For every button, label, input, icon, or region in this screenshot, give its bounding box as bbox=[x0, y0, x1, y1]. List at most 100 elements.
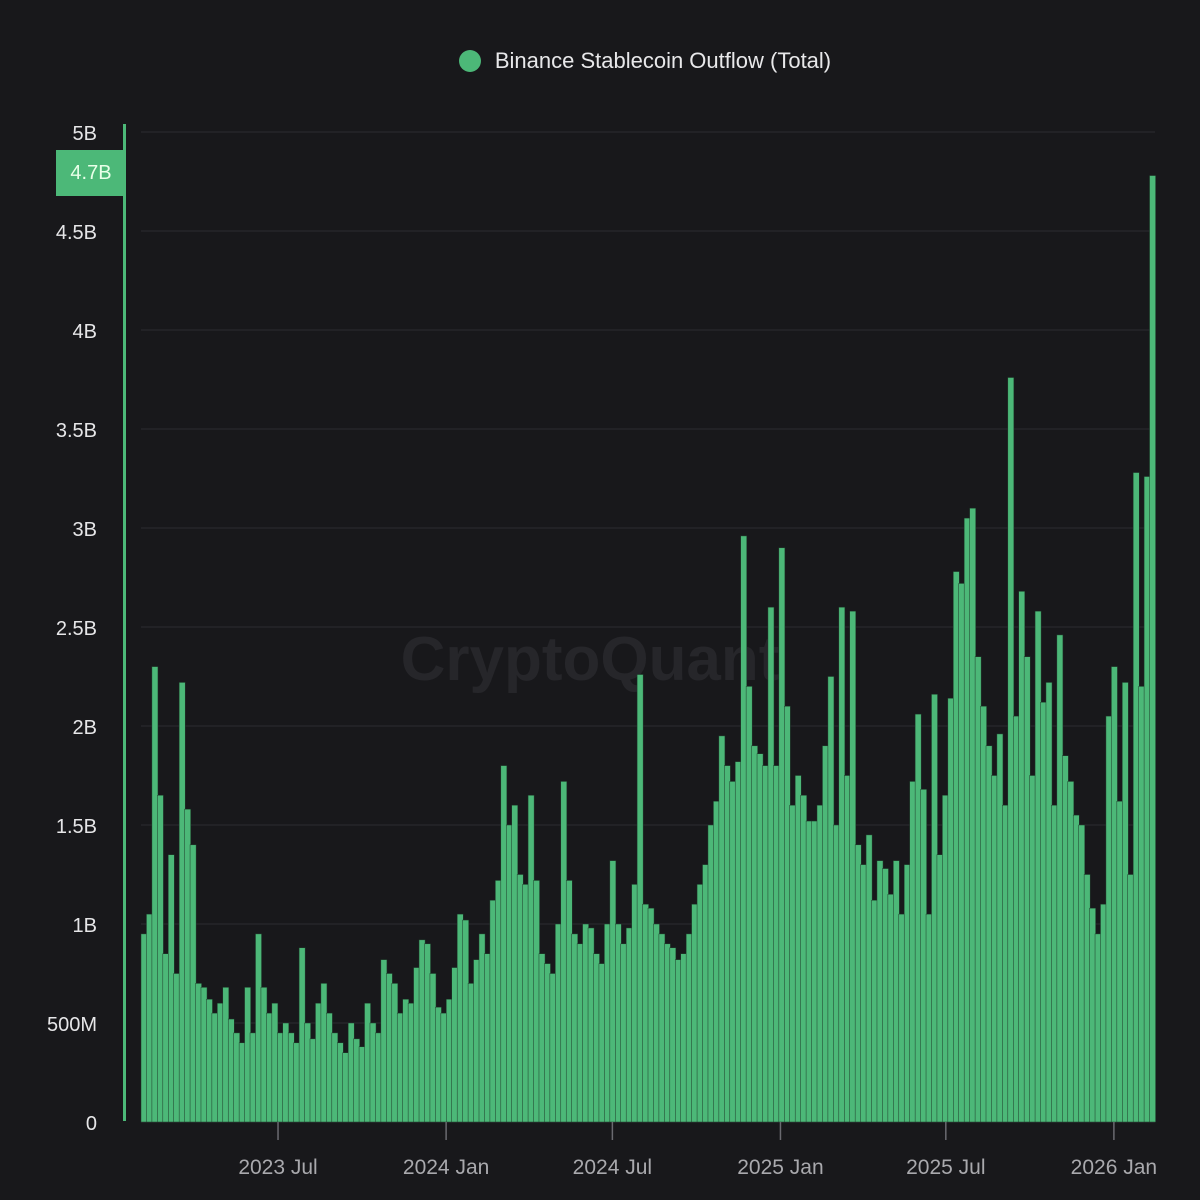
bar bbox=[887, 894, 895, 1123]
bar bbox=[555, 923, 562, 1123]
bar bbox=[1002, 804, 1009, 1123]
bar bbox=[473, 959, 480, 1123]
bar bbox=[451, 967, 459, 1123]
bar bbox=[756, 753, 764, 1123]
bar bbox=[598, 963, 606, 1123]
bar bbox=[162, 953, 170, 1123]
bar bbox=[418, 939, 426, 1123]
bar bbox=[685, 933, 693, 1123]
bar bbox=[1045, 682, 1053, 1123]
bar bbox=[789, 804, 797, 1123]
bar bbox=[446, 998, 453, 1123]
bar bbox=[996, 733, 1004, 1123]
bar bbox=[936, 854, 944, 1123]
bar bbox=[424, 943, 431, 1123]
bar bbox=[767, 606, 775, 1123]
bar bbox=[980, 705, 987, 1123]
bar bbox=[833, 824, 840, 1123]
y-tick-label: 2B bbox=[73, 717, 97, 739]
bar bbox=[151, 666, 159, 1123]
bar bbox=[854, 844, 862, 1123]
bar bbox=[544, 963, 551, 1123]
bar bbox=[865, 834, 873, 1123]
bar bbox=[277, 1032, 284, 1123]
bar bbox=[516, 874, 524, 1123]
bar bbox=[800, 795, 807, 1123]
bar bbox=[1067, 781, 1075, 1123]
bar bbox=[271, 1002, 279, 1123]
bar bbox=[642, 903, 649, 1123]
bar bbox=[538, 953, 546, 1123]
bar bbox=[407, 1002, 415, 1123]
bar bbox=[914, 713, 922, 1123]
bar bbox=[211, 1012, 219, 1123]
bar bbox=[347, 1022, 355, 1123]
x-tick-label: 2023 Jul bbox=[238, 1156, 317, 1179]
bar bbox=[527, 795, 535, 1123]
bar bbox=[920, 789, 927, 1123]
x-tick-label: 2024 Jul bbox=[573, 1156, 652, 1179]
bar bbox=[1132, 472, 1140, 1123]
bar bbox=[1013, 715, 1020, 1123]
bar bbox=[195, 983, 202, 1123]
bar bbox=[1083, 874, 1091, 1123]
bar bbox=[244, 987, 251, 1123]
bar bbox=[260, 987, 268, 1123]
bar bbox=[462, 919, 469, 1123]
bar bbox=[805, 820, 813, 1123]
bar bbox=[337, 1042, 344, 1123]
bar bbox=[168, 854, 175, 1123]
bar bbox=[751, 745, 758, 1123]
bar bbox=[958, 583, 966, 1123]
bar bbox=[309, 1038, 317, 1123]
bar bbox=[773, 765, 780, 1123]
bar bbox=[1127, 874, 1135, 1123]
bar bbox=[882, 868, 889, 1123]
bar bbox=[631, 884, 638, 1123]
bar bbox=[724, 765, 731, 1123]
bar bbox=[729, 781, 737, 1123]
bar bbox=[402, 998, 409, 1123]
bar bbox=[811, 820, 818, 1123]
bar bbox=[1018, 591, 1026, 1123]
bar bbox=[1062, 755, 1069, 1123]
bar bbox=[206, 998, 213, 1123]
bar bbox=[342, 1052, 350, 1123]
bar bbox=[740, 535, 747, 1123]
bar bbox=[1111, 666, 1118, 1123]
watermark: CryptoQuant bbox=[401, 625, 780, 694]
bar bbox=[713, 800, 720, 1123]
bar bbox=[604, 923, 611, 1123]
bar bbox=[985, 745, 993, 1123]
y-axis: 0 500M 1B 1.5B 2B 2.5B 3B 3.5B 4B 4.5B 5B bbox=[47, 123, 97, 1135]
bar bbox=[963, 517, 971, 1123]
x-axis: 2023 Jul 2024 Jan 2024 Jul 2025 Jan 2025 Jul… bbox=[238, 1122, 1157, 1179]
bar bbox=[522, 884, 529, 1123]
bar bbox=[157, 795, 164, 1123]
bar bbox=[500, 765, 508, 1123]
y-tick-label: 3B bbox=[73, 519, 97, 541]
bar bbox=[827, 676, 835, 1123]
bar bbox=[734, 761, 742, 1123]
bar bbox=[189, 844, 197, 1123]
bar bbox=[353, 1038, 360, 1123]
bar bbox=[326, 1012, 333, 1123]
bar bbox=[255, 933, 262, 1123]
legend[interactable]: Binance Stablecoin Outflow (Total) bbox=[0, 48, 1200, 74]
x-tick-label: 2024 Jan bbox=[403, 1156, 489, 1179]
bar bbox=[489, 899, 497, 1123]
crosshair-value-badge: 4.7B bbox=[56, 150, 126, 196]
bar bbox=[860, 864, 867, 1123]
bar bbox=[669, 947, 677, 1123]
bar bbox=[146, 913, 153, 1123]
bar bbox=[582, 923, 589, 1123]
bar bbox=[456, 913, 464, 1123]
bar bbox=[909, 781, 916, 1123]
bar bbox=[794, 775, 802, 1123]
bar bbox=[1007, 377, 1015, 1123]
bar bbox=[925, 913, 933, 1123]
bar bbox=[533, 880, 540, 1123]
crosshair-line bbox=[123, 124, 126, 1121]
bar bbox=[298, 947, 306, 1123]
bar bbox=[369, 1022, 377, 1123]
